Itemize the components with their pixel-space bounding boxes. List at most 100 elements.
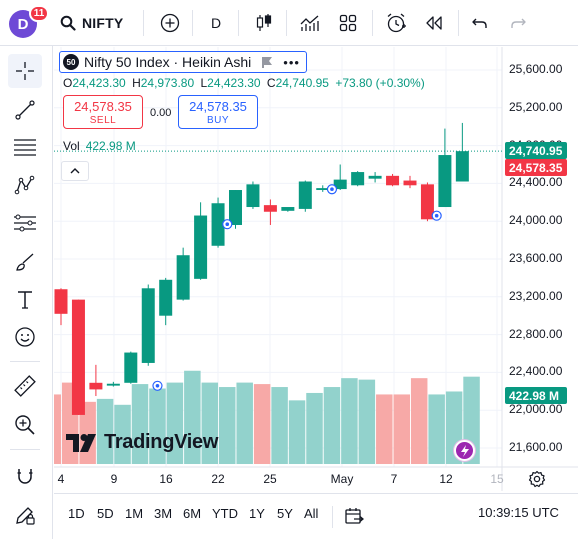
buy-price: 24,578.35 (189, 99, 247, 114)
candle-body (194, 215, 208, 279)
projection-tool[interactable] (8, 206, 42, 240)
price-axis-label: 25,200.00 (509, 99, 563, 114)
pattern-icon (14, 175, 35, 195)
candle-body (71, 299, 85, 415)
candle-body (420, 184, 434, 220)
price-axis-label: 24,400.00 (509, 175, 563, 190)
range-5y-button[interactable]: 5Y (277, 506, 293, 521)
smiley-icon (15, 327, 35, 347)
collapse-legend-button[interactable] (61, 161, 89, 181)
volume-bar (201, 382, 219, 464)
redo-button[interactable] (504, 8, 532, 38)
bid-price-tag: 24,578.35 (505, 159, 567, 176)
price-axis-label: 25,600.00 (509, 62, 563, 76)
buy-button[interactable]: 24,578.35 BUY (178, 95, 258, 129)
toolbar-divider (10, 361, 40, 362)
chevron-up-icon (70, 168, 80, 174)
price-chart[interactable] (54, 47, 578, 491)
more-options-icon[interactable]: ••• (283, 54, 300, 70)
settings-button[interactable] (527, 469, 547, 489)
forecast-icon (14, 214, 36, 232)
volume-value: 422.98 M (85, 139, 136, 153)
text-icon (18, 291, 32, 309)
time-axis-label: 25 (263, 472, 277, 486)
measure-tool[interactable] (8, 369, 42, 403)
range-1m-button[interactable]: 1M (125, 506, 144, 521)
range-5d-button[interactable]: 5D (97, 506, 114, 521)
crosshair-tool[interactable] (8, 54, 42, 88)
plus-circle-icon (160, 13, 180, 33)
crosshair-icon (16, 62, 34, 80)
time-axis-label: May (330, 472, 354, 486)
icon-tool[interactable] (8, 320, 42, 354)
event-marker-dot (155, 383, 160, 388)
range-3m-button[interactable]: 3M (154, 506, 173, 521)
candle-body (438, 155, 452, 208)
volume-bar (323, 387, 341, 464)
range-1d-button[interactable]: 1D (68, 506, 85, 521)
price-axis-label: 21,600.00 (509, 440, 563, 454)
range-ytd-button[interactable]: YTD (212, 506, 238, 521)
interval-button[interactable]: D (210, 15, 222, 31)
time-axis-label: 4 (57, 472, 65, 486)
symbol-name: NIFTY (82, 15, 124, 31)
range-all-button[interactable]: All (304, 506, 319, 521)
candle-body (455, 151, 469, 182)
text-tool[interactable] (8, 283, 42, 317)
range-6m-button[interactable]: 6M (183, 506, 202, 521)
symbol-search-button[interactable]: NIFTY (60, 8, 140, 38)
undo-button[interactable] (466, 8, 494, 38)
toolbar-divider (458, 10, 459, 36)
indicators-button[interactable] (296, 8, 324, 38)
zoom-in-icon (15, 415, 35, 435)
flag-icon[interactable] (261, 56, 273, 68)
alarm-clock-icon (387, 13, 406, 33)
candle-body (124, 352, 138, 383)
sell-button[interactable]: 24,578.35 SELL (63, 95, 143, 129)
fib-tool[interactable] (8, 130, 42, 164)
chart-type-button[interactable] (250, 8, 278, 38)
zoom-tool[interactable] (8, 408, 42, 442)
compare-symbol-button[interactable] (156, 8, 184, 38)
sell-price: 24,578.35 (74, 99, 132, 114)
pattern-tool[interactable] (8, 168, 42, 202)
tradingview-logo[interactable]: TradingView (66, 431, 218, 454)
tradingview-logo-text: TradingView (104, 431, 219, 453)
alert-button[interactable] (382, 8, 410, 38)
trend-line-tool[interactable] (8, 93, 42, 127)
buy-label: BUY (206, 115, 230, 126)
ruler-icon (14, 375, 36, 397)
quick-action-button[interactable] (454, 440, 475, 461)
chart-pane[interactable] (54, 47, 578, 491)
trend-line-icon (15, 100, 35, 120)
volume-legend[interactable]: Vol 422.98 M (63, 139, 136, 153)
toolbar-divider (192, 10, 193, 36)
last-price-tag: 24,740.95 (505, 142, 567, 159)
lock-drawing-tool[interactable] (8, 498, 42, 532)
lightning-icon (460, 444, 469, 457)
magnet-tool[interactable] (8, 460, 42, 494)
time-axis-label: 16 (159, 472, 173, 486)
replay-button[interactable] (420, 8, 448, 38)
volume-bar (184, 370, 201, 464)
price-axis-label: 23,200.00 (509, 288, 563, 303)
toolbar-divider (332, 506, 333, 528)
clock[interactable]: 10:39:15 UTC (478, 505, 559, 520)
layouts-button[interactable] (334, 8, 362, 38)
low-value: 24,423.30 (207, 76, 261, 90)
date-range-icon[interactable] (344, 506, 364, 526)
volume-bar (410, 378, 428, 464)
grid-layout-icon (339, 14, 357, 32)
brush-tool[interactable] (8, 245, 42, 279)
candle-body (351, 172, 365, 186)
drawing-toolbar (0, 46, 53, 539)
event-marker-dot (225, 222, 230, 226)
series-legend[interactable]: 50 Nifty 50 Index · Heikin Ashi ••• (59, 51, 307, 73)
volume-bar (236, 382, 253, 464)
horizontal-lines-icon (14, 139, 36, 156)
legend-title: Nifty 50 Index · Heikin Ashi (84, 54, 252, 70)
candle-body (89, 382, 103, 390)
volume-bar (131, 384, 149, 464)
range-1y-button[interactable]: 1Y (249, 506, 265, 521)
candle-body (141, 288, 155, 363)
